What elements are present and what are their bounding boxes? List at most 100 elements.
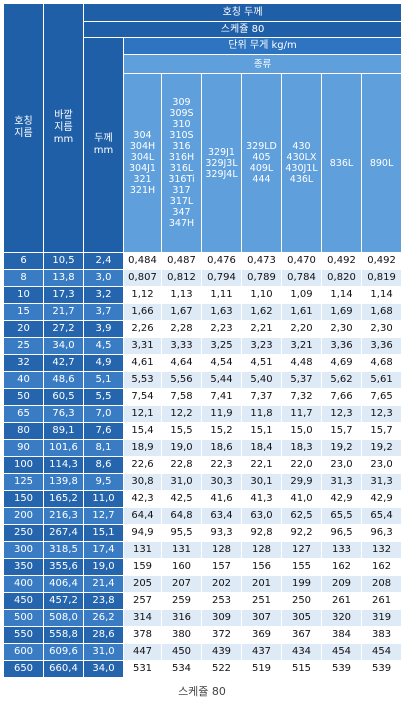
weight-cell: 31,3 (360, 473, 403, 491)
weight-cell: 209 (321, 575, 362, 593)
weight-cell: 1,67 (161, 303, 202, 321)
table-row: 8 13,8 3,0 0,807 0,812 0,794 0,789 0,784 0,820 0,… (3, 269, 403, 287)
weight-cell: 207 (161, 575, 202, 593)
weight-cell: 5,37 (281, 371, 322, 389)
row-key: 7,0 (83, 405, 124, 423)
row-key: 650 (3, 660, 44, 678)
table-row: 350 355,6 19,0 159 160 157 156 155 162 162 (3, 558, 403, 576)
weight-cell: 5,40 (241, 371, 282, 389)
weight-cell: 1,66 (123, 303, 162, 321)
material-row: 304 304H 304L 304J1 321 321H 309 309S 310… (4, 73, 403, 253)
weight-cell: 253 (201, 592, 242, 610)
row-key: 450 (3, 592, 44, 610)
table-row: 100 114,3 8,6 22,6 22,8 22,3 22,1 22,0 23,0 23,0 (3, 456, 403, 474)
row-key: 20 (3, 320, 44, 338)
table-row: 40 48,6 5,1 5,53 5,56 5,44 5,40 5,37 5,62 5,61 (3, 371, 403, 389)
row-key: 9,5 (83, 473, 124, 491)
weight-cell: 539 (321, 660, 362, 678)
row-key: 5,5 (83, 388, 124, 406)
table-row: 500 508,0 26,2 314 316 309 307 305 320 319 (3, 609, 403, 627)
row-key: 34,0 (83, 660, 124, 678)
weight-cell: 30,3 (201, 473, 242, 491)
weight-cell: 447 (123, 643, 162, 661)
row-key: 3,9 (83, 320, 124, 338)
row-key: 25 (3, 337, 44, 355)
weight-cell: 309 (201, 609, 242, 627)
row-key: 609,6 (43, 643, 84, 661)
row-key: 355,6 (43, 558, 84, 576)
weight-cell: 0,807 (123, 269, 162, 287)
weight-cell: 29,9 (281, 473, 322, 491)
weight-cell: 162 (360, 558, 403, 576)
weight-cell: 3,31 (123, 337, 162, 355)
weight-cell: 5,62 (321, 371, 362, 389)
weight-cell: 437 (241, 643, 282, 661)
row-key: 27,2 (43, 320, 84, 338)
row-key: 13,8 (43, 269, 84, 287)
weight-cell: 367 (281, 626, 322, 644)
weight-cell: 251 (241, 592, 282, 610)
row-key: 600 (3, 643, 44, 661)
weight-cell: 19,0 (161, 439, 202, 457)
weight-cell: 380 (161, 626, 202, 644)
weight-cell: 64,4 (123, 507, 162, 525)
weight-cell: 3,25 (201, 337, 242, 355)
weight-cell: 18,4 (241, 439, 282, 457)
row-key: 50 (3, 388, 44, 406)
row-key: 26,2 (83, 609, 124, 627)
row-key: 508,0 (43, 609, 84, 627)
weight-cell: 1,12 (123, 286, 162, 304)
weight-cell: 3,33 (161, 337, 202, 355)
weight-cell: 5,61 (360, 371, 403, 389)
column-header: 두께 mm (83, 37, 124, 253)
column-header: 호칭 지름 (3, 3, 44, 253)
weight-cell: 18,3 (281, 439, 322, 457)
material-header: 329J1 329J3L 329J4L (201, 73, 242, 253)
row-key: 34,0 (43, 337, 84, 355)
row-key: 31,0 (83, 643, 124, 661)
weight-cell: 383 (360, 626, 403, 644)
unit-header: 단위 무게 kg/m (122, 37, 403, 55)
weight-cell: 131 (123, 541, 162, 559)
row-key: 4,9 (83, 354, 124, 372)
weight-cell: 5,53 (123, 371, 162, 389)
row-key: 150 (3, 490, 44, 508)
table-row: 125 139,8 9,5 30,8 31,0 30,3 30,1 29,9 31,3 31,3 (3, 473, 403, 491)
weight-cell: 205 (123, 575, 162, 593)
row-key: 400 (3, 575, 44, 593)
row-key: 3,0 (83, 269, 124, 287)
row-key: 250 (3, 524, 44, 542)
row-key: 100 (3, 456, 44, 474)
weight-cell: 261 (321, 592, 362, 610)
weight-cell: 65,5 (321, 507, 362, 525)
table-row: 600 609,6 31,0 447 450 439 437 434 454 454 (3, 643, 403, 661)
table-row: 65 76,3 7,0 12,1 12,2 11,9 11,8 11,7 12,3 12,3 (3, 405, 403, 423)
row-key: 5,1 (83, 371, 124, 389)
table-row: 650 660,4 34,0 531 534 522 519 515 539 539 (3, 660, 403, 678)
row-key: 4,5 (83, 337, 124, 355)
weight-cell: 64,8 (161, 507, 202, 525)
weight-cell: 63,0 (241, 507, 282, 525)
weight-cell: 30,8 (123, 473, 162, 491)
weight-cell: 42,9 (321, 490, 362, 508)
weight-cell: 434 (281, 643, 322, 661)
weight-cell: 92,8 (241, 524, 282, 542)
row-key: 139,8 (43, 473, 84, 491)
weight-cell: 0,819 (360, 269, 403, 287)
row-key: 558,8 (43, 626, 84, 644)
weight-cell: 250 (281, 592, 322, 610)
row-key: 48,6 (43, 371, 84, 389)
row-key: 90 (3, 439, 44, 457)
row-key: 125 (3, 473, 44, 491)
row-key: 19,0 (83, 558, 124, 576)
weight-cell: 12,3 (360, 405, 403, 423)
table-body: 6 10,5 2,4 0,484 0,487 0,476 0,473 0,470 0,492 0,… (3, 252, 403, 678)
weight-cell: 11,7 (281, 405, 322, 423)
weight-cell: 128 (241, 541, 282, 559)
row-key: 17,3 (43, 286, 84, 304)
weight-cell: 30,1 (241, 473, 282, 491)
row-key: 80 (3, 422, 44, 440)
row-key: 7,6 (83, 422, 124, 440)
weight-cell: 1,14 (360, 286, 403, 304)
row-key: 200 (3, 507, 44, 525)
